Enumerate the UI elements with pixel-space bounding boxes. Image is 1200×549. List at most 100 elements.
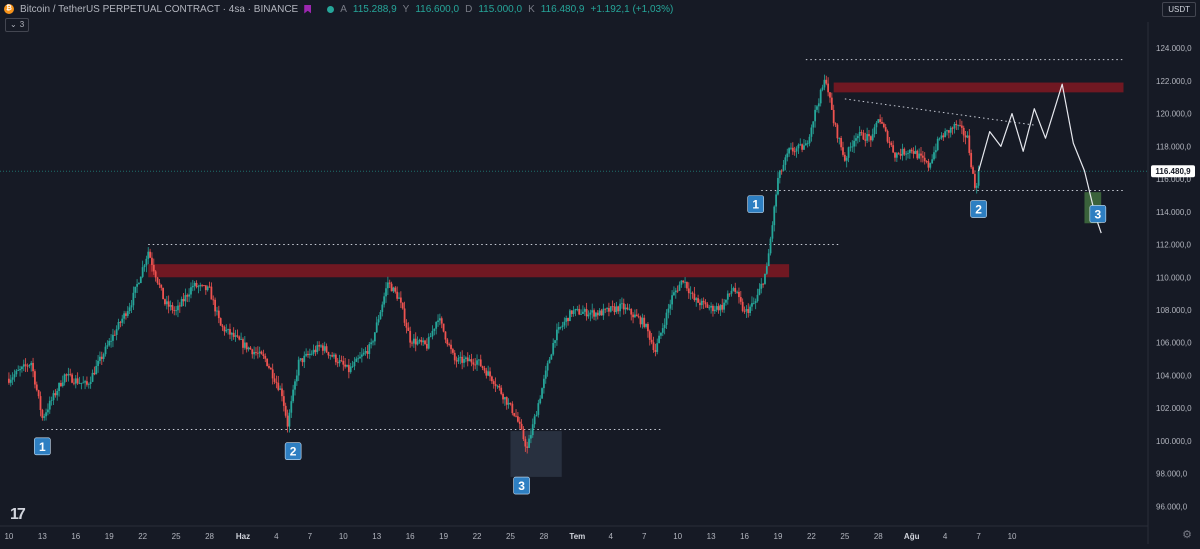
candle-body	[669, 304, 672, 309]
candle-body	[842, 147, 844, 155]
time-tick-label: 13	[372, 532, 381, 541]
candle-body	[359, 356, 361, 359]
currency-button[interactable]: USDT	[1162, 2, 1196, 17]
candle-body	[141, 267, 144, 277]
candle-body	[736, 291, 738, 293]
candle-body	[41, 410, 44, 418]
candle-body	[217, 310, 220, 319]
candle-body	[479, 359, 482, 367]
candle-body	[723, 302, 725, 310]
candle-body	[349, 366, 352, 373]
candle-body	[949, 127, 952, 133]
candle-body	[550, 354, 553, 360]
candle-body	[771, 225, 774, 239]
candle-body	[67, 373, 70, 376]
close-value: 116.480,9	[540, 3, 585, 15]
candle-body	[262, 354, 265, 357]
candle-body	[372, 341, 374, 343]
candle-body	[600, 310, 603, 316]
time-tick-label: 19	[774, 532, 783, 541]
resistance-zone-2	[833, 82, 1124, 93]
candle-body	[886, 131, 889, 142]
time-tick-label: 25	[840, 532, 849, 541]
candle-body	[121, 318, 124, 323]
candle-body	[238, 336, 241, 340]
indicators-toggle[interactable]: ⌄ 3	[5, 18, 30, 32]
candle-body	[19, 369, 21, 371]
candle-body	[708, 307, 711, 309]
candle-body	[528, 438, 530, 448]
price-tick-label: 102.000,0	[1156, 404, 1192, 413]
candle-body	[535, 414, 538, 417]
candle-body	[678, 284, 681, 291]
candle-body	[314, 349, 317, 353]
candle-body	[440, 318, 443, 324]
candle-body	[832, 109, 835, 124]
candle-body	[819, 89, 822, 104]
candle-body	[717, 306, 720, 311]
candle-body	[489, 371, 491, 377]
candle-body	[459, 356, 462, 358]
candle-body	[180, 299, 183, 307]
candle-body	[966, 135, 969, 138]
candle-body	[294, 381, 296, 390]
candle-body	[392, 287, 395, 292]
candle-body	[611, 306, 614, 308]
candle-body	[60, 383, 62, 387]
candle-body	[82, 382, 85, 384]
candle-body	[34, 371, 36, 385]
candle-body	[411, 342, 413, 344]
candle-body	[45, 412, 47, 417]
candle-body	[282, 396, 285, 406]
candle-body	[24, 364, 27, 366]
candle-body	[882, 123, 885, 128]
candle-body	[147, 251, 150, 259]
candle-body	[149, 251, 151, 258]
gear-icon[interactable]: ⚙	[1182, 529, 1192, 541]
candle-body	[869, 136, 872, 141]
candle-body	[308, 353, 311, 356]
flag-icon[interactable]	[304, 4, 312, 14]
candle-body	[710, 305, 712, 308]
candle-body	[661, 328, 664, 333]
candle-body	[177, 305, 179, 311]
price-tick-label: 122.000,0	[1156, 77, 1192, 86]
candle-body	[310, 353, 313, 355]
candle-body	[58, 383, 60, 392]
candle-body	[916, 150, 919, 159]
time-tick-label: 25	[172, 532, 181, 541]
candle-body	[214, 299, 217, 312]
candle-body	[169, 305, 172, 307]
candle-body	[741, 301, 744, 311]
time-tick-label: 28	[539, 532, 548, 541]
candle-body	[476, 360, 478, 365]
wave-label-box	[284, 442, 302, 461]
candle-body	[221, 325, 224, 327]
candle-body	[507, 402, 510, 405]
candle-body	[126, 311, 129, 316]
candle-body	[758, 288, 761, 295]
candle-body	[318, 345, 321, 347]
eye-icon[interactable]	[327, 5, 335, 13]
candle-body	[481, 366, 484, 368]
candle-body	[316, 345, 319, 353]
time-tick-label: 7	[642, 532, 647, 541]
candle-body	[281, 388, 283, 397]
candle-body	[817, 103, 820, 107]
candle-body	[390, 283, 393, 292]
candle-body	[806, 143, 809, 145]
candle-body	[897, 153, 900, 155]
candle-body	[401, 302, 404, 309]
candle-body	[864, 139, 867, 141]
candle-body	[338, 360, 341, 364]
candle-body	[821, 87, 824, 90]
candle-body	[119, 322, 122, 323]
symbol-title[interactable]: Bitcoin / TetherUS PERPETUAL CONTRACT · …	[20, 3, 299, 15]
tradingview-logo[interactable]: 17	[10, 506, 26, 523]
candle-body	[665, 312, 668, 325]
candle-body	[604, 308, 607, 310]
candle-body	[699, 302, 701, 306]
candle-body	[498, 385, 501, 388]
